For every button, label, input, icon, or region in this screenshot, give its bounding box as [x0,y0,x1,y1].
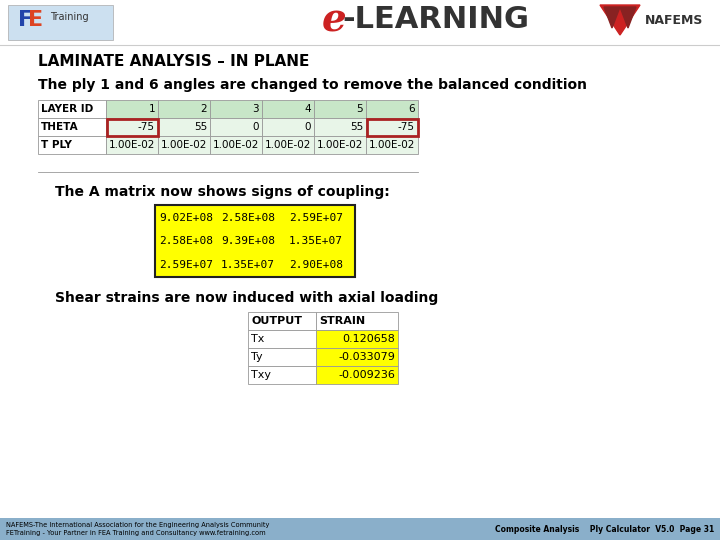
Text: 2.59E+07: 2.59E+07 [159,260,213,270]
Polygon shape [604,7,620,28]
FancyBboxPatch shape [158,100,210,118]
FancyBboxPatch shape [316,348,398,366]
FancyBboxPatch shape [106,136,158,154]
FancyBboxPatch shape [366,136,418,154]
FancyBboxPatch shape [316,312,398,330]
Text: 0: 0 [305,122,311,132]
FancyBboxPatch shape [155,205,355,277]
Text: 9.39E+08: 9.39E+08 [221,236,275,246]
Text: The A matrix now shows signs of coupling:: The A matrix now shows signs of coupling… [55,185,390,199]
Text: -75: -75 [138,122,155,132]
FancyBboxPatch shape [106,118,158,136]
Text: 0.120658: 0.120658 [342,334,395,344]
Text: 1.00E-02: 1.00E-02 [212,140,259,150]
FancyBboxPatch shape [158,118,210,136]
Polygon shape [620,7,636,28]
FancyBboxPatch shape [38,136,106,154]
FancyBboxPatch shape [366,118,418,136]
Text: -0.009236: -0.009236 [338,370,395,380]
Text: 9.02E+08: 9.02E+08 [159,213,213,223]
FancyBboxPatch shape [316,330,398,348]
FancyBboxPatch shape [366,100,418,118]
Text: 1: 1 [148,104,155,114]
Text: 0: 0 [253,122,259,132]
Polygon shape [600,5,640,35]
FancyBboxPatch shape [314,100,366,118]
FancyBboxPatch shape [316,366,398,384]
Text: 2.58E+08: 2.58E+08 [159,236,213,246]
Text: OUTPUT: OUTPUT [251,316,302,326]
Text: 55: 55 [350,122,363,132]
Text: F: F [18,10,33,30]
FancyBboxPatch shape [314,118,366,136]
FancyBboxPatch shape [248,366,316,384]
Text: 55: 55 [194,122,207,132]
FancyBboxPatch shape [38,118,106,136]
Text: Composite Analysis    Ply Calculator  V5.0  Page 31: Composite Analysis Ply Calculator V5.0 P… [495,524,714,534]
FancyBboxPatch shape [210,118,262,136]
Text: The ply 1 and 6 angles are changed to remove the balanced condition: The ply 1 and 6 angles are changed to re… [38,78,587,92]
FancyBboxPatch shape [210,100,262,118]
FancyBboxPatch shape [314,136,366,154]
Text: 1.00E-02: 1.00E-02 [265,140,311,150]
Text: -75: -75 [398,122,415,132]
Text: 2.90E+08: 2.90E+08 [289,260,343,270]
Text: 1.35E+07: 1.35E+07 [289,236,343,246]
Text: 5: 5 [356,104,363,114]
FancyBboxPatch shape [262,100,314,118]
Text: NAFEMS-The International Association for the Engineering Analysis Community
FETr: NAFEMS-The International Association for… [6,522,269,536]
FancyBboxPatch shape [210,136,262,154]
FancyBboxPatch shape [158,136,210,154]
Text: STRAIN: STRAIN [319,316,365,326]
Text: Ty: Ty [251,352,263,362]
Text: 6: 6 [408,104,415,114]
Text: Txy: Txy [251,370,271,380]
Text: 3: 3 [253,104,259,114]
Text: Tx: Tx [251,334,264,344]
FancyBboxPatch shape [8,5,113,40]
FancyBboxPatch shape [262,118,314,136]
Text: LAMINATE ANALYSIS – IN PLANE: LAMINATE ANALYSIS – IN PLANE [38,55,310,70]
Text: 1.00E-02: 1.00E-02 [369,140,415,150]
FancyBboxPatch shape [248,312,316,330]
Text: Shear strains are now induced with axial loading: Shear strains are now induced with axial… [55,291,438,305]
Text: LAYER ID: LAYER ID [41,104,94,114]
Text: Training: Training [50,12,89,22]
FancyBboxPatch shape [0,518,720,540]
Text: E: E [28,10,43,30]
FancyBboxPatch shape [248,348,316,366]
Text: 1.35E+07: 1.35E+07 [221,260,275,270]
FancyBboxPatch shape [106,100,158,118]
FancyBboxPatch shape [248,330,316,348]
Text: 1.00E-02: 1.00E-02 [161,140,207,150]
Text: 2: 2 [200,104,207,114]
Text: THETA: THETA [41,122,78,132]
Text: 2.59E+07: 2.59E+07 [289,213,343,223]
Text: -LEARNING: -LEARNING [342,5,529,35]
Text: 1.00E-02: 1.00E-02 [109,140,155,150]
Text: 4: 4 [305,104,311,114]
Text: -0.033079: -0.033079 [338,352,395,362]
Text: T PLY: T PLY [41,140,72,150]
Text: 2.58E+08: 2.58E+08 [221,213,275,223]
Text: 1.00E-02: 1.00E-02 [317,140,363,150]
FancyBboxPatch shape [38,100,106,118]
Text: e: e [322,1,347,39]
FancyBboxPatch shape [262,136,314,154]
Text: NAFEMS: NAFEMS [645,14,703,26]
